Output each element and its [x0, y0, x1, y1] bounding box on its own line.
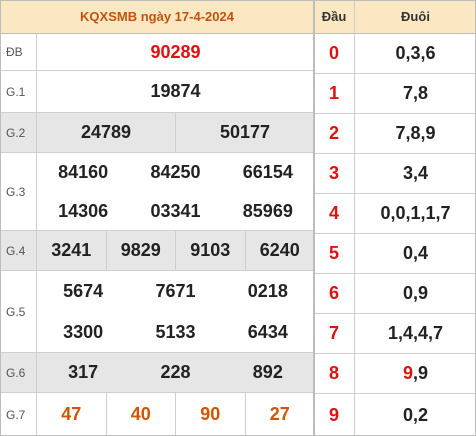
prize-number: 9103 [175, 231, 245, 270]
prize-number: 40 [105, 393, 176, 435]
loto-row: 4 0,0,1,1,7 [314, 194, 476, 234]
head-column-title: Đầu [314, 0, 355, 33]
prize-row-g2: G.2 24789 50177 [0, 113, 314, 153]
prize-label: G.2 [0, 113, 37, 152]
tail-digit-rest: ,9 [413, 363, 429, 383]
loto-row: 3 3,4 [314, 154, 476, 194]
loto-row: 5 0,4 [314, 234, 476, 274]
head-digit: 0 [314, 34, 355, 73]
prize-label: ĐB [0, 34, 37, 70]
prize-number: 6434 [247, 321, 288, 342]
loto-row: 1 7,8 [314, 74, 476, 114]
prize-number: 19874 [150, 81, 201, 101]
prize-row-g4: G.4 3241 9829 9103 6240 [0, 231, 314, 271]
tail-digits: 1,4,4,7 [387, 323, 444, 343]
special-number: 90289 [150, 41, 201, 62]
table-title: KQXSMB ngày 17-4-2024 [0, 0, 314, 34]
prize-row-g3: G.3 84160 84250 66154 14306 03341 85969 [0, 153, 314, 231]
prize-number: 3241 [51, 240, 92, 260]
loto-row: 0 0,3,6 [314, 34, 476, 74]
head-digit: 8 [314, 354, 355, 393]
head-digit: 3 [314, 154, 355, 193]
loto-row: 9 0,2 [314, 394, 476, 436]
prize-number: 3300 [63, 321, 104, 342]
prize-number: 84160 [58, 162, 109, 182]
prize-number: 50177 [175, 113, 314, 152]
loto-row: 6 0,9 [314, 274, 476, 314]
tail-digits: 7,8 [402, 83, 429, 103]
prize-label: G.7 [0, 393, 37, 436]
prize-row-g7: G.7 47 40 90 27 [0, 393, 314, 436]
prize-number: 5674 [63, 281, 104, 301]
tail-digits: 0,4 [402, 243, 429, 263]
tail-digits: 9,9 [355, 354, 476, 393]
tail-digits: 3,4 [402, 163, 429, 183]
head-digit: 2 [314, 114, 355, 153]
loto-header: Đầu Đuôi [314, 0, 476, 34]
prize-row-g1: G.1 19874 [0, 71, 314, 113]
prize-number: 03341 [150, 200, 201, 221]
prize-number: 85969 [242, 200, 293, 221]
prize-number: 0218 [247, 281, 288, 301]
loto-row: 7 1,4,4,7 [314, 314, 476, 354]
prize-number: 9829 [105, 231, 176, 270]
prize-number: 84250 [150, 162, 201, 182]
prize-number: 5133 [155, 321, 196, 342]
prize-row-g5: G.5 5674 7671 0218 3300 5133 6434 [0, 271, 314, 353]
prize-label: G.1 [0, 71, 37, 112]
head-digit: 9 [314, 394, 355, 436]
prize-row-g6: G.6 317 228 892 [0, 353, 314, 393]
head-digit: 4 [314, 194, 355, 233]
prize-number: 47 [61, 403, 82, 424]
prize-number: 317 [68, 362, 99, 382]
prize-number: 228 [160, 362, 191, 382]
head-digit: 7 [314, 314, 355, 353]
prize-number: 6240 [244, 231, 315, 270]
loto-row: 2 7,8,9 [314, 114, 476, 154]
loto-table: Đầu Đuôi 0 0,3,6 1 7,8 2 7,8,9 3 3,4 4 0… [314, 0, 476, 436]
prize-number: 24789 [80, 122, 132, 142]
prize-label: G.4 [0, 231, 37, 270]
tail-digits: 0,9 [402, 283, 429, 303]
prize-table: KQXSMB ngày 17-4-2024 ĐB 90289 G.1 19874… [0, 0, 314, 436]
tail-digits: 0,2 [402, 404, 429, 425]
prize-number: 7671 [155, 281, 196, 301]
prize-label: G.6 [0, 353, 37, 392]
head-digit: 6 [314, 274, 355, 313]
prize-label: G.5 [0, 271, 37, 352]
prize-number: 27 [244, 393, 315, 435]
tail-digits: 0,0,1,1,7 [380, 203, 451, 223]
tail-column-title: Đuôi [401, 9, 430, 24]
head-digit: 1 [314, 74, 355, 113]
prize-row-db: ĐB 90289 [0, 34, 314, 71]
tail-digits: 7,8,9 [395, 123, 436, 143]
prize-number: 892 [252, 362, 283, 382]
prize-number: 66154 [242, 162, 293, 182]
prize-number: 90 [175, 393, 245, 435]
head-digit: 5 [314, 234, 355, 273]
prize-label: G.3 [0, 153, 37, 230]
tail-digits: 0,3,6 [395, 43, 436, 63]
prize-number: 14306 [58, 200, 109, 221]
tail-digit-highlight: 9 [402, 363, 413, 383]
loto-row: 8 9,9 [314, 354, 476, 394]
